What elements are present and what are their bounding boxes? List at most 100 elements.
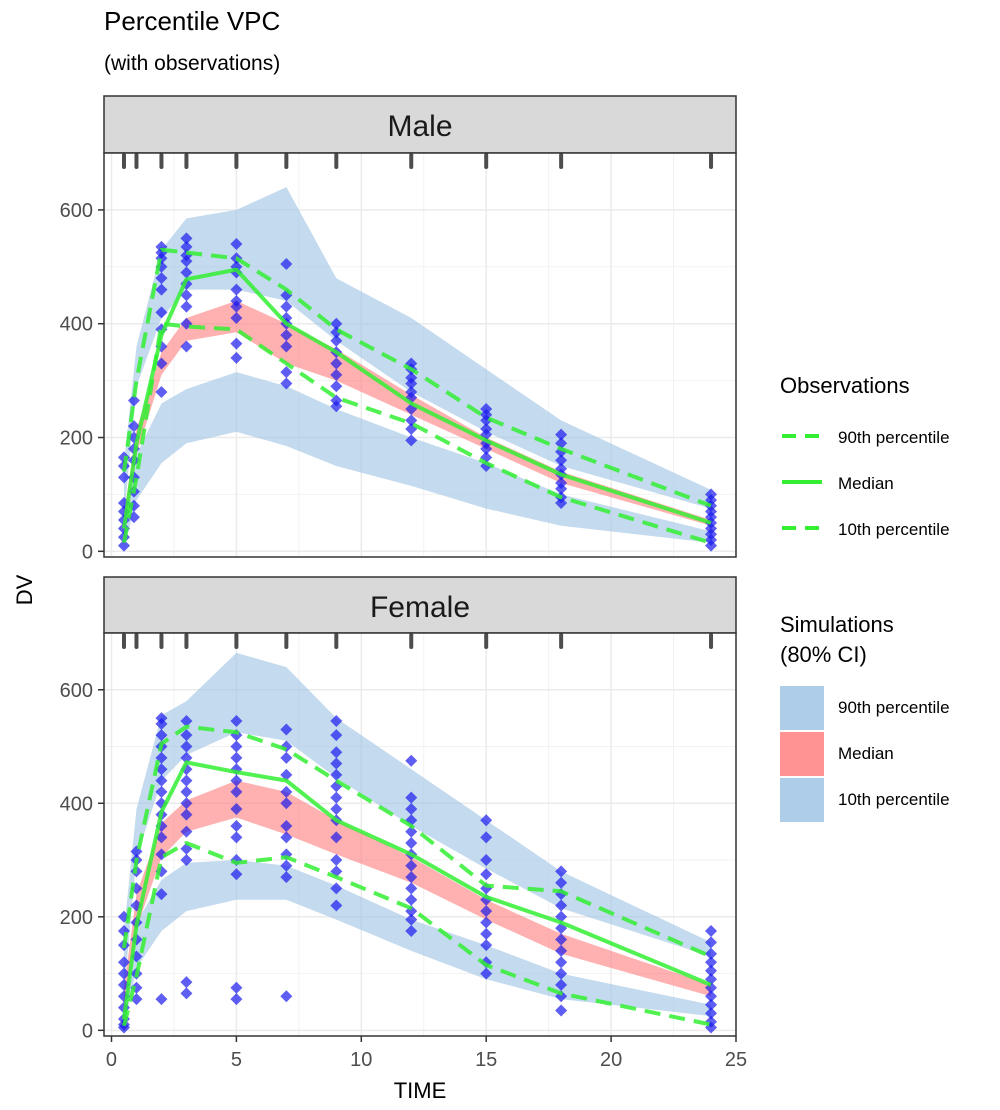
observation-point xyxy=(155,785,168,798)
observation-point xyxy=(280,797,293,810)
legend-sim-median-label: Median xyxy=(838,744,894,763)
legend-obs-p10-label: 10th percentile xyxy=(838,520,950,539)
x-tick-label: 0 xyxy=(106,1049,117,1071)
observation-point xyxy=(117,967,130,980)
observation-point xyxy=(180,289,193,302)
observation-point xyxy=(480,422,493,435)
observation-point xyxy=(330,368,343,381)
observation-point xyxy=(180,714,193,727)
observation-point xyxy=(155,888,168,901)
observation-point xyxy=(480,403,493,416)
observation-point xyxy=(705,1007,718,1020)
observation-point xyxy=(555,876,568,889)
observation-point xyxy=(555,865,568,878)
observation-point xyxy=(180,976,193,989)
observation-point xyxy=(405,882,418,895)
observation-point xyxy=(180,808,193,821)
observation-point xyxy=(405,754,418,767)
observation-point xyxy=(330,334,343,347)
legend-simulations-title-line2: (80% CI) xyxy=(780,642,867,667)
observation-point xyxy=(230,751,243,764)
observation-point xyxy=(555,933,568,946)
observation-point xyxy=(180,774,193,787)
observation-point xyxy=(230,238,243,251)
observation-point xyxy=(127,394,140,407)
panel-female: Female 0 200 400 600 0 5 10 15 20 25 xyxy=(60,576,747,1071)
observation-point xyxy=(280,990,293,1003)
observation-point xyxy=(155,774,168,787)
observation-point xyxy=(330,854,343,867)
observation-point xyxy=(480,814,493,827)
x-tick-label: 10 xyxy=(350,1049,372,1071)
chart-subtitle: (with observations) xyxy=(104,52,281,75)
observation-point xyxy=(555,967,568,980)
observation-point xyxy=(180,340,193,353)
y-tick-label: 600 xyxy=(60,680,93,702)
legend-sim-p90-label: 90th percentile xyxy=(838,698,950,717)
observation-point xyxy=(405,802,418,815)
legend-simulations-title-line1: Simulations xyxy=(780,612,894,637)
legend-sim-p10-label: 10th percentile xyxy=(838,790,950,809)
x-tick-label: 20 xyxy=(600,1049,622,1071)
observation-point xyxy=(180,232,193,245)
observation-point xyxy=(180,797,193,810)
observation-point xyxy=(555,1004,568,1017)
observation-point xyxy=(330,757,343,770)
observation-point xyxy=(280,768,293,781)
observation-point xyxy=(705,990,718,1003)
observation-point xyxy=(230,981,243,994)
observation-point xyxy=(405,913,418,926)
observation-point xyxy=(280,723,293,736)
observation-point xyxy=(117,539,130,552)
observation-point xyxy=(330,791,343,804)
observation-point xyxy=(480,831,493,844)
observation-point xyxy=(180,785,193,798)
observation-point xyxy=(405,924,418,937)
y-tick-label: 400 xyxy=(60,793,93,815)
observation-point xyxy=(230,294,243,307)
axes-layer: TIME DV xyxy=(12,574,446,1103)
observation-point xyxy=(155,385,168,398)
observation-point xyxy=(230,337,243,350)
observation-point xyxy=(230,740,243,753)
observation-point xyxy=(330,729,343,742)
legend-sim-key xyxy=(780,686,824,730)
chart-title: Percentile VPC xyxy=(104,6,281,36)
observation-point xyxy=(180,740,193,753)
observation-point xyxy=(555,978,568,991)
panels-layer: Male 0 200 400 600 Female 0 200 400 600 0 5 10 15 20 25 xyxy=(60,95,747,1071)
observation-point xyxy=(230,819,243,832)
facet-strip xyxy=(103,95,737,154)
observation-point xyxy=(155,357,168,370)
observation-point xyxy=(330,746,343,759)
obs-median-line xyxy=(122,267,712,529)
observation-point xyxy=(180,729,193,742)
observation-point xyxy=(705,924,718,937)
observation-point xyxy=(230,802,243,815)
legend-sim-key xyxy=(780,778,824,822)
legend: Observations 90th percentile Median 10th… xyxy=(780,373,950,822)
observation-point xyxy=(180,854,193,867)
observation-point xyxy=(705,488,718,501)
observation-point xyxy=(330,380,343,393)
observation-point xyxy=(230,351,243,364)
observation-point xyxy=(180,240,193,253)
x-tick-label: 25 xyxy=(725,1049,747,1071)
x-tick-label: 5 xyxy=(231,1049,242,1071)
obs-p10-line xyxy=(122,841,712,1027)
observation-point xyxy=(280,831,293,844)
observation-point xyxy=(180,751,193,764)
observation-point xyxy=(405,385,418,398)
observation-point xyxy=(705,947,718,960)
facet-strip-label: Female xyxy=(370,591,470,624)
y-tick-label: 600 xyxy=(60,200,93,222)
observation-point xyxy=(405,825,418,838)
observation-point xyxy=(705,936,718,949)
obs-p10-line xyxy=(122,321,712,545)
observation-point xyxy=(480,905,493,918)
observation-point xyxy=(230,868,243,881)
obs-p90-line xyxy=(122,724,712,959)
observation-point xyxy=(155,272,168,285)
legend-sim-key xyxy=(780,732,824,776)
